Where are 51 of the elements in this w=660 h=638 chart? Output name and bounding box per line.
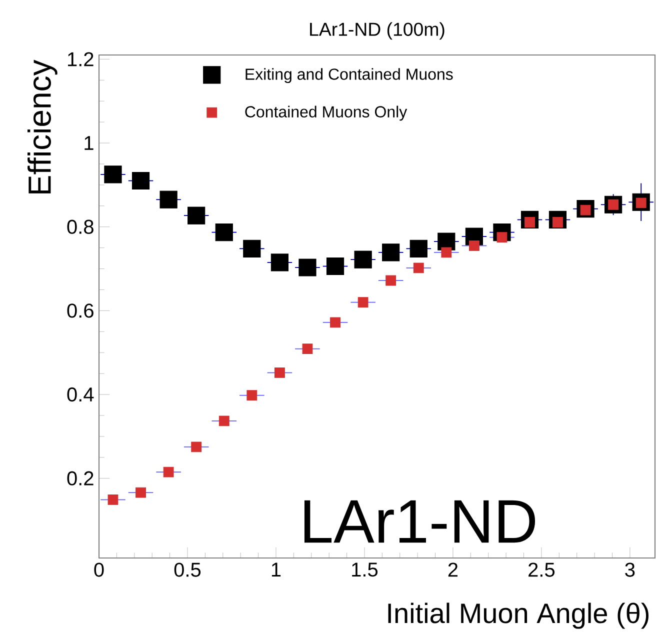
point [136, 487, 146, 498]
point [524, 217, 535, 228]
point [636, 198, 646, 208]
y-tick-label: 0.8 [67, 220, 94, 234]
point [580, 204, 591, 216]
x-tick-label: 0 [94, 562, 104, 577]
point [330, 317, 340, 328]
y-tick-label: 0.2 [67, 471, 94, 486]
y-tick-label: 0.6 [67, 304, 94, 318]
point [188, 206, 206, 224]
x-tick-label: 2.5 [528, 562, 555, 577]
x-axis-title: Initial Muon Angle (θ) [388, 602, 648, 629]
point [243, 240, 261, 258]
point [354, 250, 372, 268]
annotation: LAr1-ND [304, 500, 536, 543]
x-tick-label: 1.5 [352, 562, 378, 577]
point [552, 217, 563, 228]
point [382, 244, 400, 262]
point [441, 247, 452, 258]
x-tick-label: 2 [448, 562, 458, 577]
y-tick-label: 0.4 [67, 387, 94, 402]
y-tick-label: 1.2 [68, 52, 94, 66]
point [386, 275, 396, 286]
point [104, 166, 122, 184]
legend-label: Contained Muons Only [245, 106, 408, 121]
y-tick-label: 1 [84, 136, 94, 150]
point [163, 466, 174, 478]
point [246, 390, 258, 401]
legend-label: Exiting and Contained Muons [246, 68, 453, 84]
point [274, 368, 285, 378]
point [215, 223, 233, 242]
point [413, 262, 424, 274]
point [160, 190, 178, 208]
point [298, 258, 316, 276]
point [326, 257, 344, 276]
x-tick-label: 1 [272, 562, 281, 576]
point [410, 240, 428, 258]
chart-title: LAr1-ND (100m) [310, 22, 444, 40]
point [302, 344, 313, 354]
x-tick-label: 0.5 [174, 562, 201, 577]
x-tick-label: 3 [625, 562, 635, 577]
point [358, 297, 368, 308]
point [132, 172, 150, 190]
point [108, 494, 118, 505]
point [468, 240, 480, 251]
y-axis-title: Efficiency [28, 60, 58, 194]
point [218, 416, 230, 426]
point [496, 232, 508, 243]
point [608, 199, 619, 210]
point [270, 254, 289, 272]
point [191, 442, 202, 452]
